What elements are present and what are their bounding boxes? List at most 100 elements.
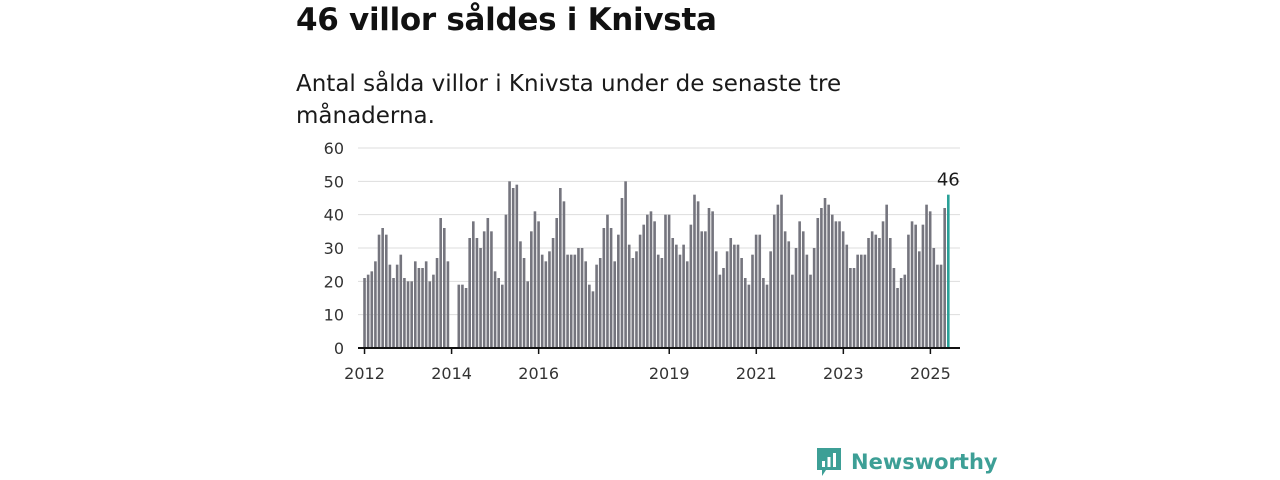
bar (896, 288, 899, 348)
bar (827, 204, 830, 348)
bar (878, 238, 881, 348)
bar (573, 254, 577, 348)
bar (374, 261, 377, 348)
bar (432, 274, 435, 348)
bar (388, 264, 392, 348)
bar (649, 211, 653, 348)
x-tick-label: 2021 (736, 364, 777, 383)
x-tick-label: 2016 (518, 364, 559, 383)
bar (366, 274, 370, 348)
bar (620, 198, 624, 348)
bar (798, 221, 801, 348)
bar (867, 238, 870, 348)
bar (493, 271, 497, 348)
bar (417, 268, 421, 348)
bar (530, 231, 533, 348)
bar (635, 251, 638, 348)
bar (762, 278, 765, 348)
bar (856, 254, 859, 348)
bar (501, 284, 504, 348)
x-tick-label: 2023 (823, 364, 864, 383)
bar (722, 268, 725, 348)
y-tick-label: 40 (324, 206, 344, 225)
x-tick-label: 2019 (649, 364, 690, 383)
bar (885, 204, 888, 348)
bar (816, 218, 820, 348)
bar (598, 258, 602, 348)
bar (820, 208, 823, 348)
y-tick-label: 10 (324, 306, 344, 325)
bar (870, 231, 874, 348)
bar (403, 278, 406, 348)
bar (765, 284, 769, 348)
bar (377, 234, 381, 348)
bar (932, 248, 936, 348)
bar (609, 228, 613, 348)
bar (899, 278, 903, 348)
bar (707, 208, 711, 348)
bar (446, 261, 450, 348)
bar (428, 281, 432, 348)
bar (888, 238, 892, 348)
bar (809, 274, 812, 348)
bar (548, 251, 551, 348)
bar (421, 268, 424, 348)
bar (461, 284, 464, 348)
bar (693, 194, 696, 348)
bar (595, 264, 598, 348)
bar (881, 221, 885, 348)
bar (747, 284, 751, 348)
bar (921, 224, 925, 348)
bar (787, 241, 791, 348)
highlighted-bar (947, 194, 950, 348)
bar (591, 291, 595, 348)
bar (812, 248, 816, 348)
bar (791, 274, 794, 348)
bar (936, 264, 939, 348)
bar (852, 268, 856, 348)
bar (903, 274, 907, 348)
axes: 0 10 20 30 40 50 60 46 2012 2014 2016 2019 2021 2023 2… (324, 139, 960, 383)
bar (566, 254, 569, 348)
bar (736, 244, 740, 348)
x-tick-label: 2012 (344, 364, 385, 383)
bar (754, 234, 758, 348)
bar (925, 204, 928, 348)
bar (772, 214, 776, 348)
bar (914, 224, 917, 348)
bar (559, 188, 562, 348)
bar (515, 184, 519, 348)
y-tick-label: 30 (324, 239, 344, 258)
y-tick-label: 50 (324, 172, 344, 191)
bar (642, 224, 646, 348)
bar (606, 214, 609, 348)
bar (743, 278, 747, 348)
bar (939, 264, 943, 348)
bar-chart: 0 10 20 30 40 50 60 46 2012 2014 2016 2019 2021 2023 2… (324, 139, 960, 383)
bar (413, 261, 417, 348)
bar (384, 234, 388, 348)
bar (577, 248, 580, 348)
bar (671, 238, 675, 348)
bar (928, 211, 932, 348)
y-tick-label: 60 (324, 139, 344, 158)
newsworthy-logo[interactable]: Newsworthy (815, 446, 998, 478)
bar (490, 231, 493, 348)
bar (859, 254, 863, 348)
bar (830, 214, 834, 348)
bar (685, 261, 689, 348)
bar (588, 284, 591, 348)
bar (631, 258, 635, 348)
bar (794, 248, 798, 348)
bar (410, 281, 413, 348)
bar (381, 228, 384, 348)
bar (704, 231, 707, 348)
x-tick-label: 2025 (910, 364, 951, 383)
bar (526, 281, 530, 348)
bar (479, 248, 482, 348)
bar (624, 181, 627, 348)
bar (424, 261, 428, 348)
bar (667, 214, 671, 348)
bar (511, 188, 515, 348)
bar (845, 244, 849, 348)
